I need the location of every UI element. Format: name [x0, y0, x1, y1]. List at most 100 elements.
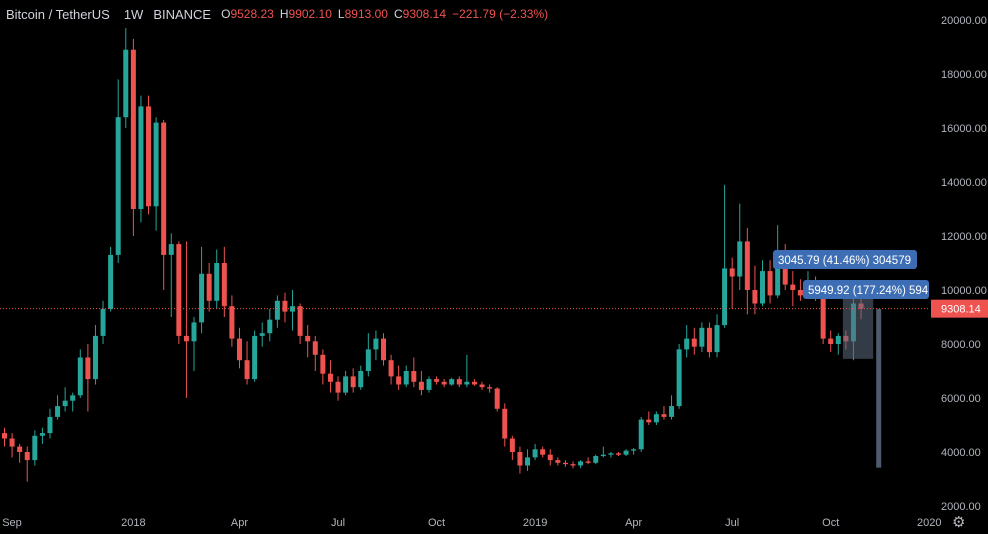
candle-body[interactable]	[669, 406, 675, 417]
candle-body[interactable]	[183, 335, 189, 342]
candle-body[interactable]	[214, 263, 220, 301]
candle-body[interactable]	[373, 338, 379, 350]
candle-body[interactable]	[532, 449, 538, 458]
candle-body[interactable]	[494, 388, 500, 409]
candle-body[interactable]	[631, 449, 637, 451]
candle-body[interactable]	[729, 268, 735, 277]
candle-body[interactable]	[297, 306, 303, 336]
candle-body[interactable]	[835, 335, 841, 344]
candle-body[interactable]	[191, 322, 197, 342]
candle-body[interactable]	[358, 371, 364, 388]
candle-body[interactable]	[623, 450, 629, 455]
candle-body[interactable]	[221, 263, 227, 307]
candle-body[interactable]	[547, 454, 553, 461]
candle-body[interactable]	[403, 371, 409, 385]
interval-label[interactable]: 1W	[123, 7, 144, 22]
candle-body[interactable]	[24, 452, 30, 461]
candle-body[interactable]	[487, 387, 493, 389]
candle-body[interactable]	[138, 106, 144, 209]
candle-body[interactable]	[797, 290, 803, 296]
gear-icon[interactable]: ⚙	[952, 513, 966, 531]
candle-body[interactable]	[593, 456, 599, 463]
candle-body[interactable]	[509, 438, 515, 453]
measure-label[interactable]: 5949.92 (177.24%) 594	[803, 280, 929, 299]
candle-body[interactable]	[525, 457, 531, 466]
candle-body[interactable]	[434, 379, 440, 382]
candle-body[interactable]	[737, 241, 743, 277]
candle-body[interactable]	[305, 335, 311, 342]
candle-body[interactable]	[676, 349, 682, 407]
candle-body[interactable]	[85, 357, 91, 380]
candle-body[interactable]	[653, 414, 659, 423]
candle-body[interactable]	[578, 461, 584, 466]
candle-body[interactable]	[691, 338, 697, 347]
candle-body[interactable]	[267, 319, 273, 334]
candle-body[interactable]	[782, 257, 788, 285]
candle-body[interactable]	[471, 381, 477, 385]
candle-body[interactable]	[744, 241, 750, 290]
candle-body[interactable]	[608, 453, 614, 455]
candle-body[interactable]	[17, 446, 23, 452]
candle-body[interactable]	[456, 379, 462, 385]
candle-body[interactable]	[820, 298, 826, 339]
candle-body[interactable]	[555, 460, 561, 463]
candle-body[interactable]	[381, 338, 386, 361]
candle-body[interactable]	[244, 360, 250, 380]
candle-body[interactable]	[282, 300, 288, 312]
candle-body[interactable]	[585, 461, 591, 463]
candle-body[interactable]	[426, 379, 432, 390]
candle-body[interactable]	[161, 122, 167, 255]
candle-body[interactable]	[176, 244, 182, 336]
candle-body[interactable]	[199, 273, 205, 323]
candle-body[interactable]	[146, 106, 152, 207]
candle-body[interactable]	[775, 257, 781, 296]
candle-body[interactable]	[464, 381, 470, 385]
candle-body[interactable]	[9, 438, 15, 447]
candle-body[interactable]	[441, 381, 447, 385]
candle-body[interactable]	[335, 381, 341, 393]
candle-body[interactable]	[236, 338, 242, 361]
candle-body[interactable]	[252, 335, 258, 380]
candle-body[interactable]	[615, 453, 621, 455]
candle-body[interactable]	[479, 384, 485, 388]
candle-body[interactable]	[828, 338, 834, 344]
candle-body[interactable]	[206, 273, 212, 301]
measure-box[interactable]	[876, 308, 882, 468]
candle-body[interactable]	[502, 408, 508, 439]
candle-body[interactable]	[570, 464, 576, 466]
candle-body[interactable]	[343, 376, 349, 393]
candle-body[interactable]	[290, 306, 296, 312]
candle-body[interactable]	[449, 379, 455, 385]
candle-body[interactable]	[790, 284, 796, 290]
candle-body[interactable]	[32, 435, 38, 461]
candle-body[interactable]	[365, 349, 371, 371]
candle-body[interactable]	[418, 381, 424, 390]
candle-body[interactable]	[327, 373, 333, 382]
candle-body[interactable]	[706, 327, 712, 353]
candle-body[interactable]	[411, 371, 417, 382]
measure-label[interactable]: 3045.79 (41.46%) 304579	[773, 250, 917, 269]
candle-body[interactable]	[70, 395, 76, 401]
candle-body[interactable]	[130, 49, 136, 210]
candle-body[interactable]	[752, 290, 758, 304]
candle-body[interactable]	[274, 300, 280, 320]
candle-body[interactable]	[646, 419, 652, 423]
candle-body[interactable]	[39, 433, 45, 436]
candle-body[interactable]	[638, 419, 644, 450]
candle-body[interactable]	[2, 433, 7, 439]
candle-body[interactable]	[767, 271, 773, 296]
candle-body[interactable]	[62, 400, 68, 407]
candle-body[interactable]	[517, 452, 523, 466]
candle-body[interactable]	[760, 271, 765, 304]
candle-body[interactable]	[396, 376, 402, 385]
candle-body[interactable]	[123, 49, 129, 118]
candle-body[interactable]	[153, 122, 159, 207]
candle-body[interactable]	[47, 416, 53, 434]
candle-body[interactable]	[55, 406, 61, 417]
candle-body[interactable]	[661, 414, 667, 417]
candle-body[interactable]	[115, 117, 121, 255]
candle-body[interactable]	[722, 268, 728, 326]
price-axis[interactable]	[930, 0, 988, 534]
candle-body[interactable]	[684, 338, 690, 350]
candle-body[interactable]	[100, 308, 106, 336]
